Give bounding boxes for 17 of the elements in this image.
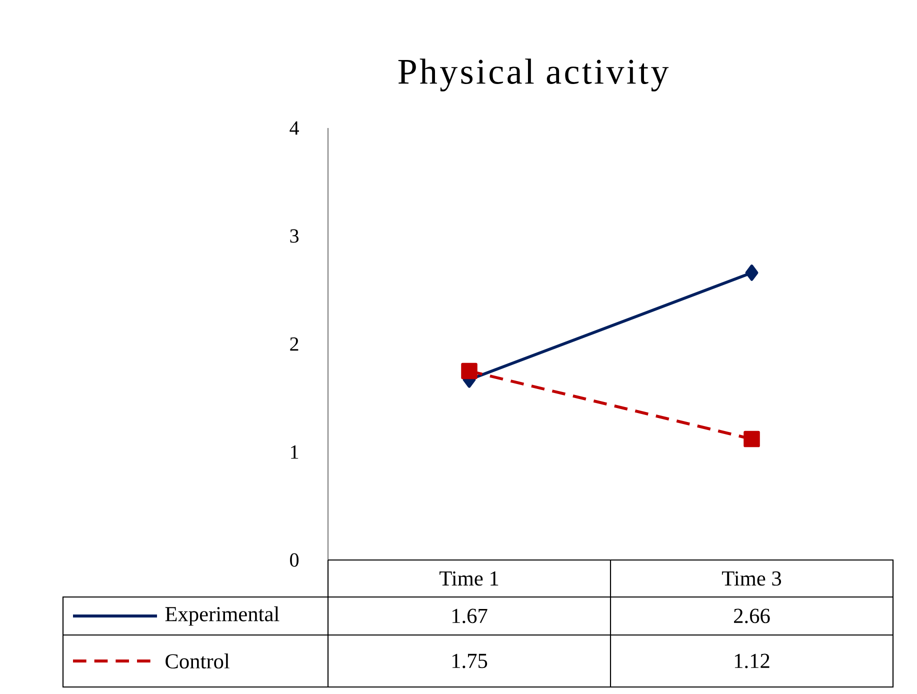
legend-label: Experimental	[165, 606, 280, 626]
y-tick-label: 0	[290, 553, 299, 567]
y-tick-label: 2	[290, 337, 298, 351]
point	[744, 430, 760, 448]
y-tick-label: 1	[291, 445, 298, 459]
legend-label: Control	[166, 654, 230, 669]
x-tick-label: Time 1	[440, 571, 498, 586]
y-tick-label: 3	[290, 229, 299, 243]
data-label: 1.67	[452, 608, 488, 624]
point	[745, 264, 758, 281]
data-label: 2.66	[734, 608, 770, 624]
x-tick-label: Time 3	[722, 571, 782, 586]
point	[461, 362, 478, 380]
data-label: 1.12	[734, 654, 770, 668]
chart-title: Physical activity	[398, 58, 669, 92]
y-tick-label: 4	[290, 121, 299, 135]
data-label: 1.75	[452, 654, 488, 668]
